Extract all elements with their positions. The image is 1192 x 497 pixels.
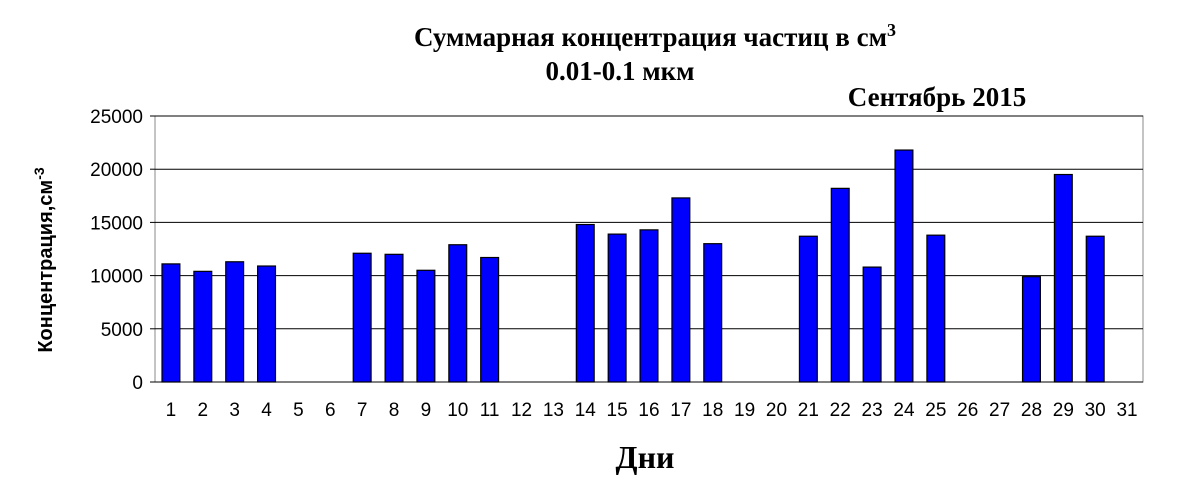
y-tick-label: 15000 <box>90 213 143 234</box>
title-text: Суммарная концентрация частиц в см <box>414 22 887 52</box>
x-tick-label: 5 <box>293 400 304 421</box>
x-tick-label: 11 <box>480 400 500 421</box>
x-tick-label: 24 <box>893 400 915 421</box>
bar <box>352 252 372 383</box>
x-tick-label: 10 <box>447 400 468 421</box>
x-tick-label: 27 <box>989 400 1010 421</box>
x-tick-label: 17 <box>670 400 691 421</box>
bar <box>607 233 627 383</box>
bar <box>798 235 818 383</box>
x-tick-label: 23 <box>862 400 883 421</box>
bar <box>384 253 404 383</box>
bar <box>1085 235 1105 383</box>
y-axis-label: Концентрация,см-3 <box>31 167 57 353</box>
title-superscript: 3 <box>887 20 896 40</box>
x-tick-label: 13 <box>543 400 564 421</box>
y-label-text: Концентрация,см <box>35 180 57 353</box>
x-tick-label: 26 <box>957 400 978 421</box>
bar <box>1053 173 1073 383</box>
x-tick-label: 22 <box>830 400 851 421</box>
x-tick-label: 4 <box>261 400 272 421</box>
chart-subtitle: 0.01-0.1 мкм <box>545 56 694 86</box>
x-tick-label: 14 <box>575 400 597 421</box>
x-tick-label: 31 <box>1116 400 1137 421</box>
x-tick-label: 16 <box>638 400 659 421</box>
x-tick-label: 28 <box>1021 400 1042 421</box>
bar <box>926 234 946 383</box>
x-tick-label: 9 <box>421 400 432 421</box>
bar <box>830 187 850 383</box>
x-tick-label: 8 <box>389 400 400 421</box>
x-tick-label: 20 <box>766 400 787 421</box>
bar <box>671 197 691 383</box>
bar <box>161 263 181 383</box>
x-tick-label: 3 <box>229 400 240 421</box>
x-tick-label: 30 <box>1085 400 1106 421</box>
x-tick-label: 29 <box>1053 400 1074 421</box>
bar <box>416 269 436 383</box>
bar <box>862 266 882 383</box>
x-tick-label: 7 <box>357 400 368 421</box>
bar <box>193 270 213 383</box>
bar <box>257 265 277 383</box>
x-tick-label: 19 <box>734 400 755 421</box>
bar <box>225 261 245 383</box>
bar <box>639 229 659 383</box>
y-tick-label: 25000 <box>90 107 143 128</box>
bar <box>1021 276 1041 383</box>
annotation: Сентябрь 2015 <box>848 82 1026 112</box>
x-tick-label: 25 <box>925 400 946 421</box>
x-tick-label: 18 <box>702 400 723 421</box>
bar <box>894 149 914 383</box>
y-tick-label: 10000 <box>90 267 143 288</box>
x-tick-label: 2 <box>198 400 209 421</box>
bar <box>703 243 723 383</box>
y-label-superscript: -3 <box>31 167 47 180</box>
x-tick-label: 21 <box>798 400 819 421</box>
x-tick-label: 15 <box>607 400 628 421</box>
y-tick-label: 20000 <box>90 160 143 181</box>
bar <box>575 223 595 383</box>
x-axis-label: Дни <box>616 439 675 475</box>
y-tick-label: 5000 <box>101 320 143 341</box>
bar <box>480 256 500 383</box>
x-tick-label: 6 <box>325 400 336 421</box>
bar <box>448 244 468 383</box>
y-tick-label: 0 <box>132 373 143 394</box>
x-tick-label: 1 <box>166 400 177 421</box>
x-tick-label: 12 <box>511 400 532 421</box>
chart-title: Суммарная концентрация частиц в см3 <box>414 20 896 52</box>
